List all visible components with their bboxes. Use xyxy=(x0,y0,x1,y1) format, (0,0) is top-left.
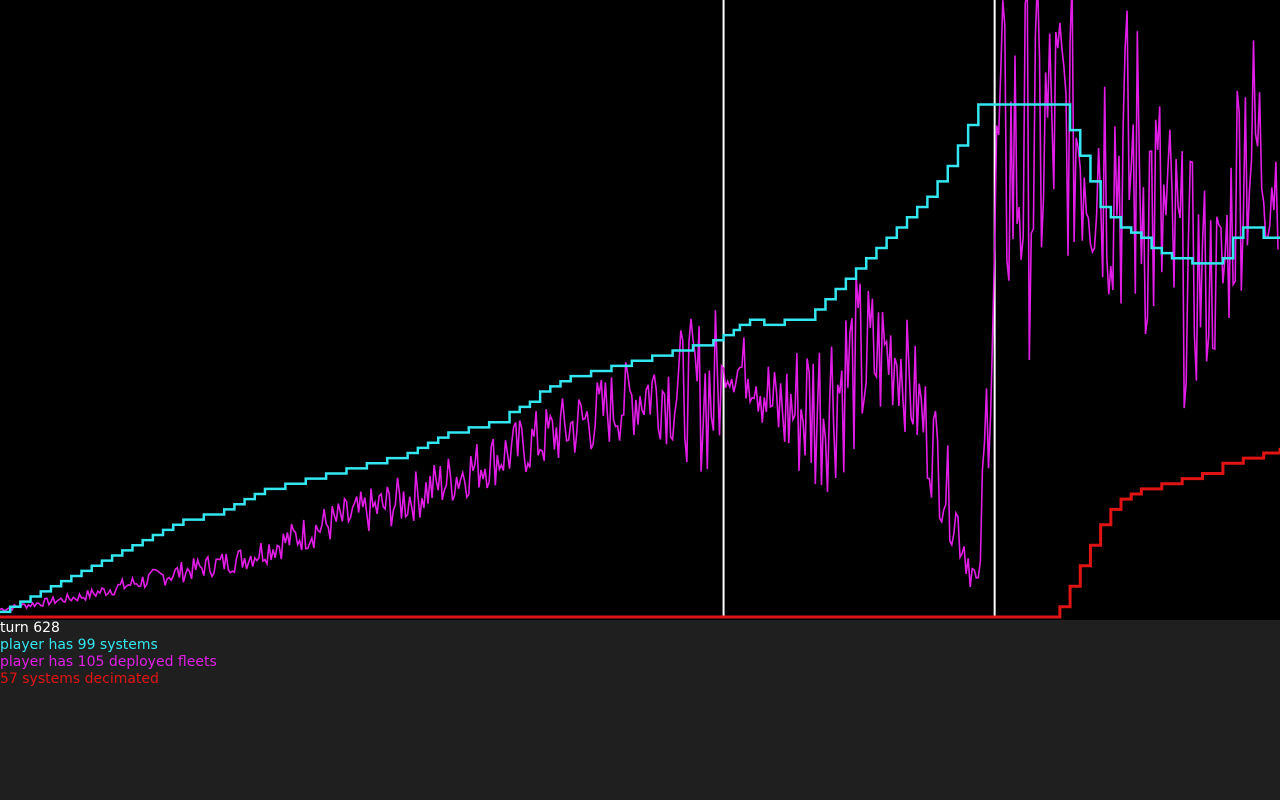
fleets-series xyxy=(0,0,1279,612)
decimated-count-label: 57 systems decimated xyxy=(0,671,159,687)
systems-line xyxy=(0,103,1280,614)
fleets-line xyxy=(0,0,1279,612)
systems-count-label: player has 99 systems xyxy=(0,637,158,653)
stats-chart xyxy=(0,0,1280,619)
decimated-line xyxy=(0,447,1280,619)
status-panel: turn 628 player has 99 systems player ha… xyxy=(0,620,1280,800)
turn-label: turn 628 xyxy=(0,620,60,636)
turn-markers xyxy=(722,0,996,617)
systems-series xyxy=(0,103,1280,614)
decimated-series xyxy=(0,447,1280,619)
chart-area xyxy=(0,0,1280,620)
fleets-count-label: player has 105 deployed fleets xyxy=(0,654,217,670)
